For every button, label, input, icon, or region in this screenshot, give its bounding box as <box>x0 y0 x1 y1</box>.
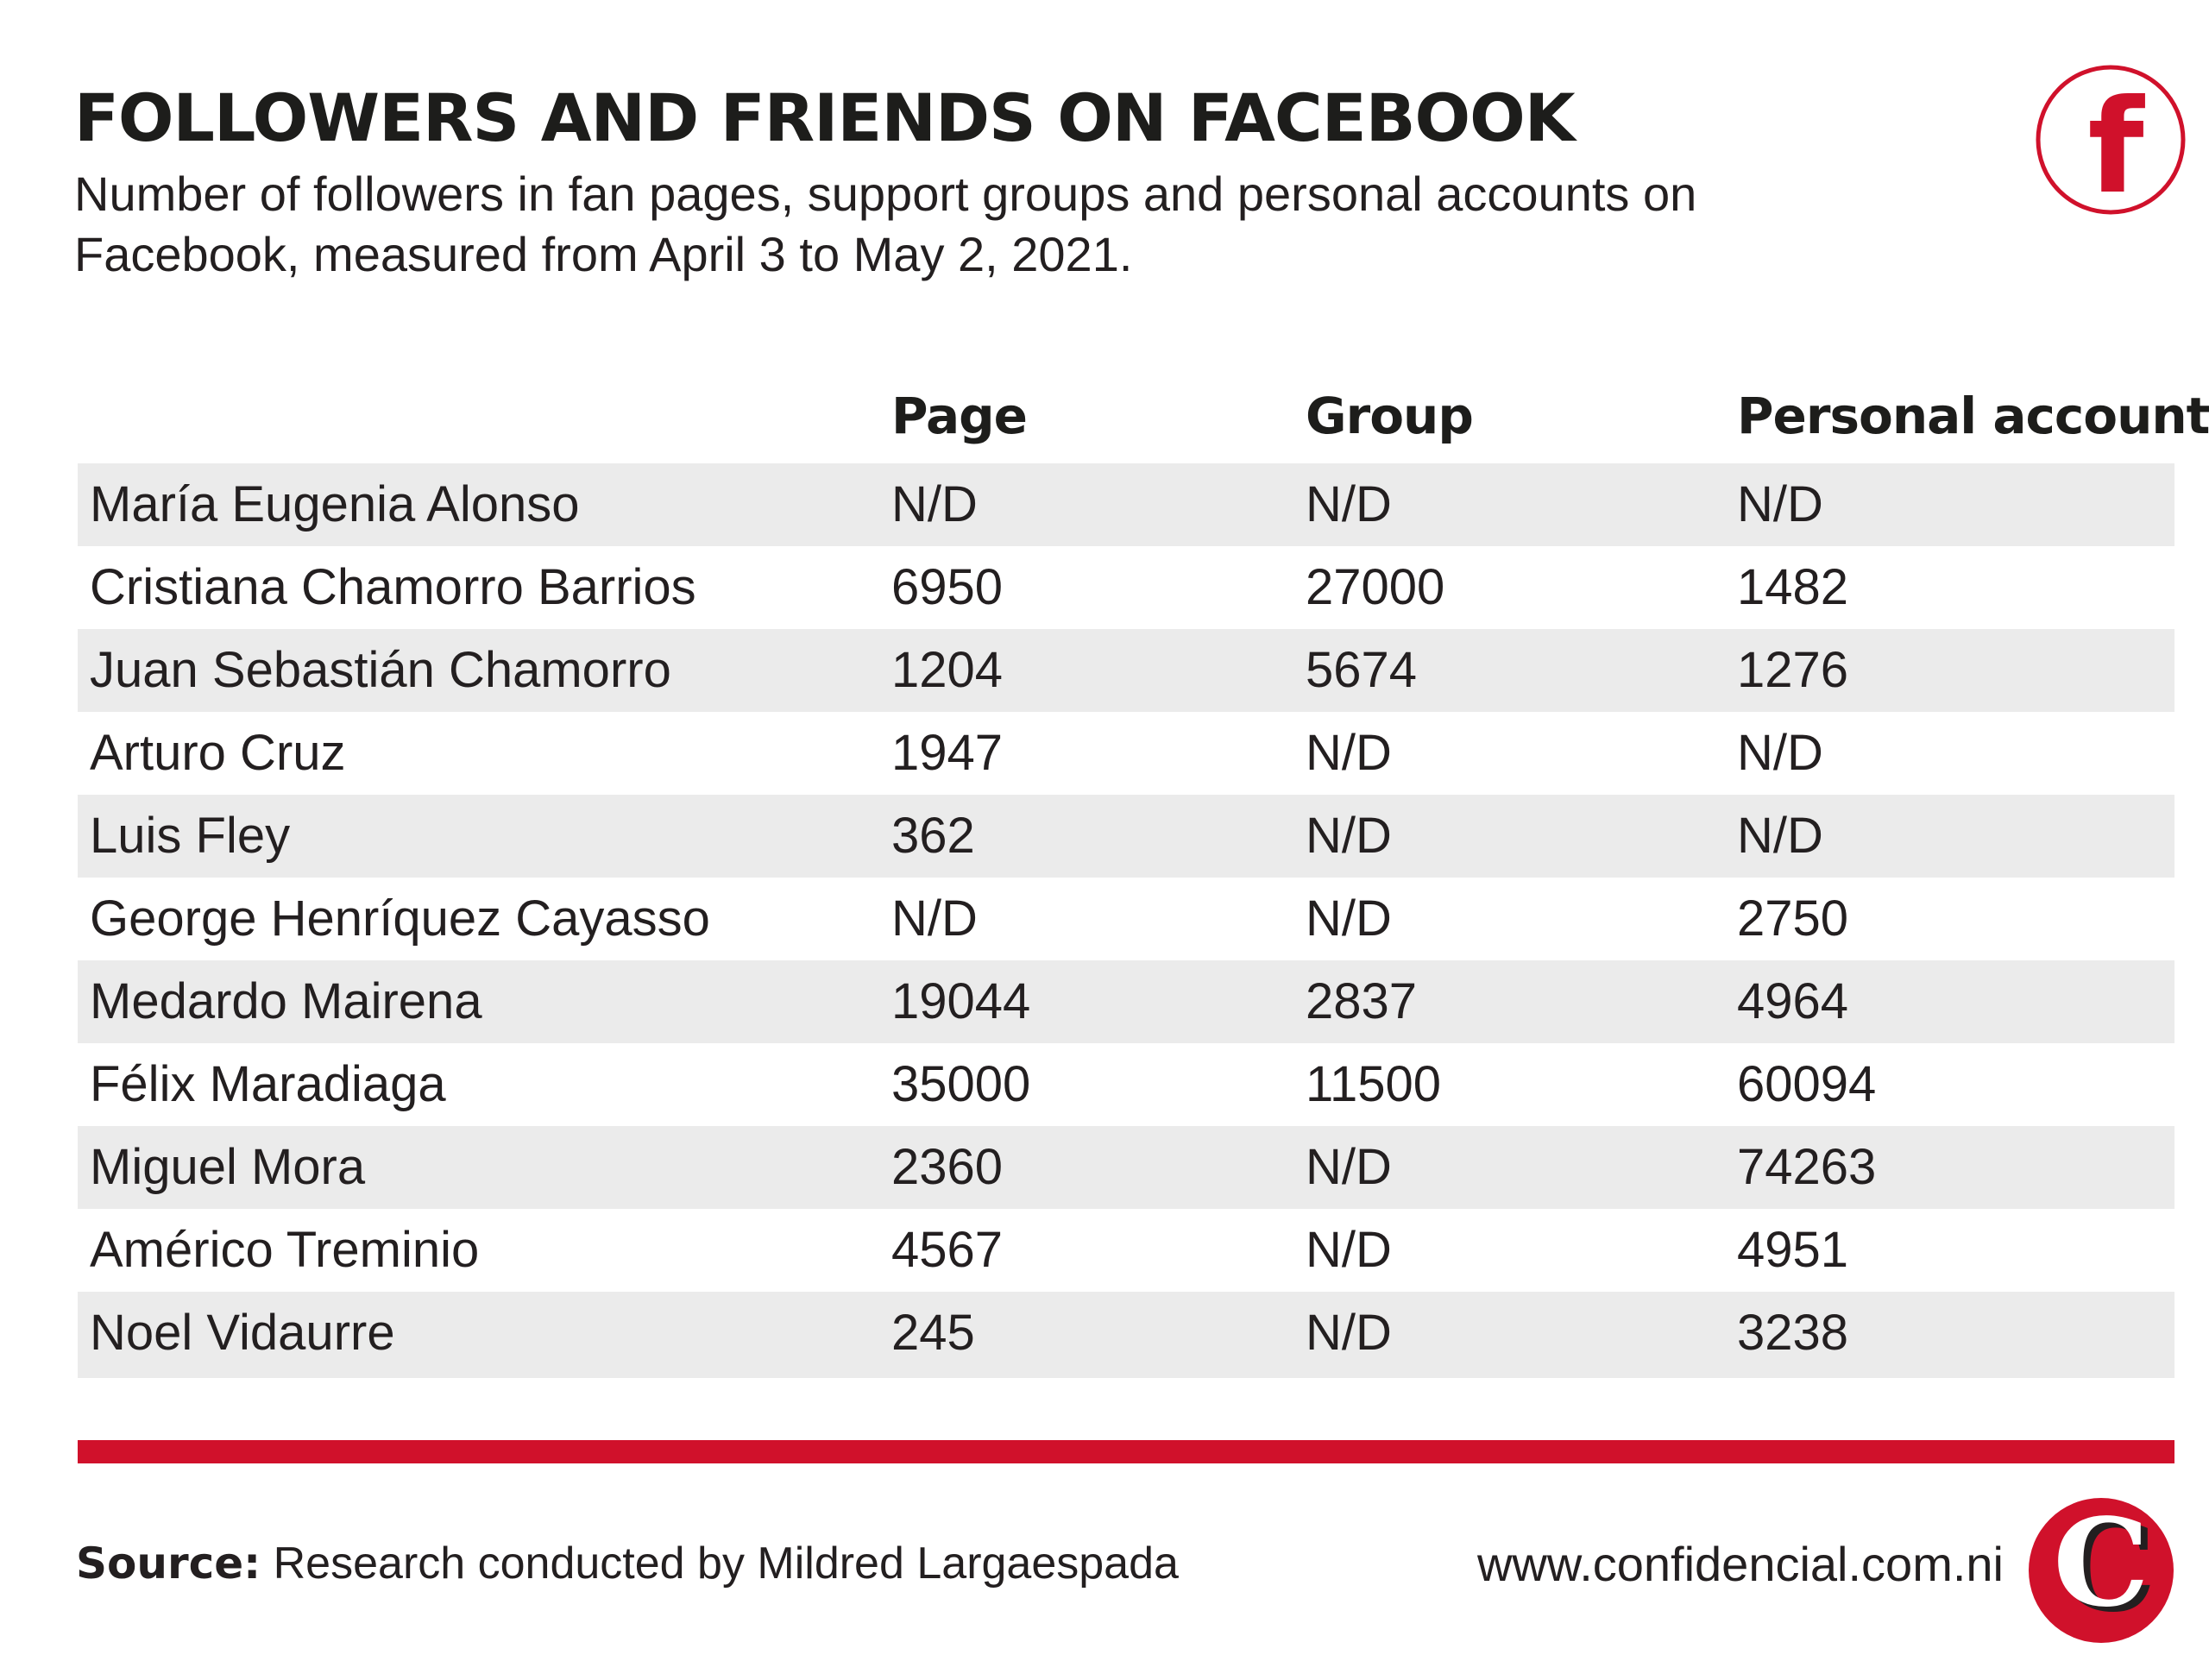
cell-group: 27000 <box>1306 559 1445 615</box>
cell-group: 2837 <box>1306 973 1418 1029</box>
table-row: Arturo Cruz 1947 N/D N/D <box>78 712 2174 795</box>
table-row: María Eugenia Alonso N/D N/D N/D <box>78 463 2174 546</box>
table-row: Américo Treminio 4567 N/D 4951 <box>78 1209 2174 1292</box>
cell-name: Juan Sebastián Chamorro <box>90 642 671 698</box>
table-row: George Henríquez Cayasso N/D N/D 2750 <box>78 878 2174 960</box>
logo-letter-shadow: C <box>2060 1498 2156 1639</box>
cell-group: N/D <box>1306 1222 1392 1278</box>
cell-personal-account: 60094 <box>1737 1056 1877 1112</box>
cell-group: 5674 <box>1306 642 1418 698</box>
logo-letter: C <box>2053 1493 2149 1634</box>
source-note: Source: Research conducted by Mildred La… <box>76 1538 1179 1589</box>
table-row: Noel Vidaurre 245 N/D 3238 <box>78 1292 2174 1378</box>
website-url: www.confidencial.com.ni <box>1476 1537 2004 1591</box>
cell-personal-account: 74263 <box>1737 1139 1877 1195</box>
cell-name: Arturo Cruz <box>90 725 346 781</box>
table-row: Juan Sebastián Chamorro 1204 5674 1276 <box>78 629 2174 712</box>
cell-group: N/D <box>1306 476 1392 532</box>
cell-personal-account: 1276 <box>1737 642 1849 698</box>
cell-page: 4567 <box>891 1222 1004 1278</box>
table-row: Luis Fley 362 N/D N/D <box>78 795 2174 878</box>
facebook-logo-letter: f <box>2087 72 2145 217</box>
cell-group: N/D <box>1306 808 1392 864</box>
cell-page: 1204 <box>891 642 1004 698</box>
cell-page: 1947 <box>891 725 1004 781</box>
cell-group: N/D <box>1306 890 1392 947</box>
cell-personal-account: N/D <box>1737 476 1823 532</box>
cell-personal-account: 4951 <box>1737 1222 1849 1278</box>
table-row: Cristiana Chamorro Barrios 6950 27000 1482 <box>78 546 2174 629</box>
cell-name: Miguel Mora <box>90 1139 366 1195</box>
cell-page: 245 <box>891 1305 975 1361</box>
cell-personal-account: N/D <box>1737 808 1823 864</box>
cell-group: N/D <box>1306 725 1392 781</box>
cell-name: Félix Maradiaga <box>90 1056 446 1112</box>
column-header-group: Group <box>1306 387 1474 445</box>
cell-page: 2360 <box>891 1139 1004 1195</box>
cell-name: Luis Fley <box>90 808 291 864</box>
cell-name: Américo Treminio <box>90 1222 480 1278</box>
cell-name: María Eugenia Alonso <box>90 476 580 532</box>
cell-page: 6950 <box>891 559 1004 615</box>
table-row: Félix Maradiaga 35000 11500 60094 <box>78 1043 2174 1126</box>
confidencial-logo: C C <box>2029 1493 2174 1643</box>
cell-group: 11500 <box>1306 1056 1441 1112</box>
chart-title: FOLLOWERS AND FRIENDS ON FACEBOOK <box>74 79 1576 156</box>
cell-personal-account: 4964 <box>1737 973 1849 1029</box>
cell-group: N/D <box>1306 1139 1392 1195</box>
cell-page: N/D <box>891 890 978 947</box>
cell-personal-account: 3238 <box>1737 1305 1849 1361</box>
cell-name: Noel Vidaurre <box>90 1305 395 1361</box>
table-row: Miguel Mora 2360 N/D 74263 <box>78 1126 2174 1209</box>
data-table: María Eugenia Alonso N/D N/D N/D Cristiana C… <box>78 463 2174 1378</box>
cell-personal-account: 1482 <box>1737 559 1849 615</box>
cell-name: Medardo Mairena <box>90 973 482 1029</box>
source-text: Research conducted by Mildred Largaespad… <box>273 1538 1179 1589</box>
cell-page: 35000 <box>891 1056 1031 1112</box>
column-header-page: Page <box>891 387 1028 445</box>
divider-bar <box>78 1440 2174 1463</box>
cell-page: N/D <box>891 476 978 532</box>
cell-personal-account: N/D <box>1737 725 1823 781</box>
cell-group: N/D <box>1306 1305 1392 1361</box>
cell-page: 362 <box>891 808 975 864</box>
column-header-personal-account: Personal account <box>1737 387 2209 445</box>
facebook-icon: f <box>2036 65 2186 217</box>
cell-name: George Henríquez Cayasso <box>90 890 710 947</box>
source-label: Source: <box>76 1538 261 1589</box>
cell-page: 19044 <box>891 973 1031 1029</box>
table-row: Medardo Mairena 19044 2837 4964 <box>78 960 2174 1043</box>
cell-personal-account: 2750 <box>1737 890 1849 947</box>
chart-subtitle: Number of followers in fan pages, suppor… <box>74 167 1697 281</box>
cell-name: Cristiana Chamorro Barrios <box>90 559 696 615</box>
